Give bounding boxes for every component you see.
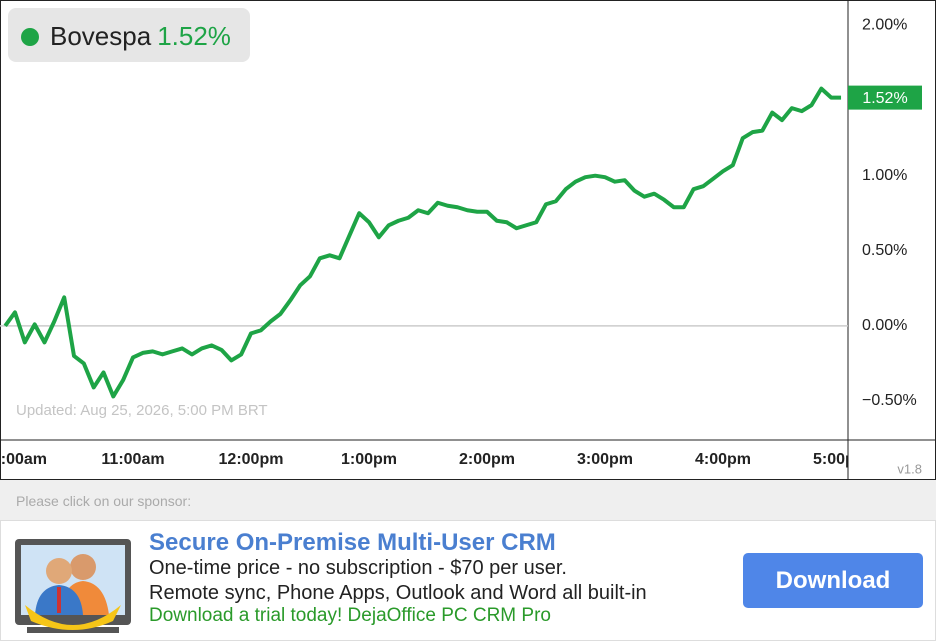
sponsor-band: Please click on our sponsor: <box>0 480 936 520</box>
sponsor-prompt: Please click on our sponsor: <box>16 493 192 509</box>
x-axis: 10:00am 11:00am 12:00pm 1:00pm 2:00pm 3:00pm 4… <box>0 451 869 468</box>
x-tick-label: 1:00pm <box>341 451 397 468</box>
chart: 10:00am 11:00am 12:00pm 1:00pm 2:00pm 3:00pm 4… <box>0 0 936 480</box>
legend-box <box>8 8 250 62</box>
x-tick-label: 11:00am <box>101 451 164 468</box>
ad-line: One-time price - no subscription - $70 p… <box>149 557 567 579</box>
y-tick-label: −0.50% <box>862 392 917 409</box>
y-tick-label: 0.50% <box>862 242 907 259</box>
ad-icon <box>15 539 131 633</box>
x-tick-label: 12:00pm <box>219 451 284 468</box>
x-tick-label: 2:00pm <box>459 451 515 468</box>
ad-line: Remote sync, Phone Apps, Outlook and Wor… <box>149 582 647 604</box>
legend-label: Bovespa <box>50 21 152 51</box>
ad[interactable]: Secure On-Premise Multi-User CRM One-tim… <box>0 520 936 641</box>
version: v1.8 <box>897 461 922 476</box>
x-tick-label: 10:00am <box>0 451 47 468</box>
annotation: Updated: Aug 25, 2026, 5:00 PM BRT <box>16 402 268 419</box>
x-tick-label: 3:00pm <box>577 451 633 468</box>
legend: Bovespa 1.52% <box>50 21 231 51</box>
y-tick-label: 2.00% <box>862 17 907 34</box>
x-tick-label: 5:00pm <box>813 451 869 468</box>
x-tick-label: 4:00pm <box>695 451 751 468</box>
legend-value: 1.52% <box>157 21 231 51</box>
last-value-label: 1.52% <box>862 90 907 107</box>
price-line <box>3 86 842 399</box>
legend-marker <box>21 28 39 46</box>
last-value-badge <box>848 85 922 110</box>
download-button[interactable]: Download <box>743 553 923 608</box>
ad-title: Secure On-Premise Multi-User CRM <box>149 529 556 556</box>
y-tick-label: 1.00% <box>862 167 907 184</box>
y-tick-label: 0.00% <box>862 317 907 334</box>
ad-cta: Download a trial today! DejaOffice PC CR… <box>149 605 551 626</box>
